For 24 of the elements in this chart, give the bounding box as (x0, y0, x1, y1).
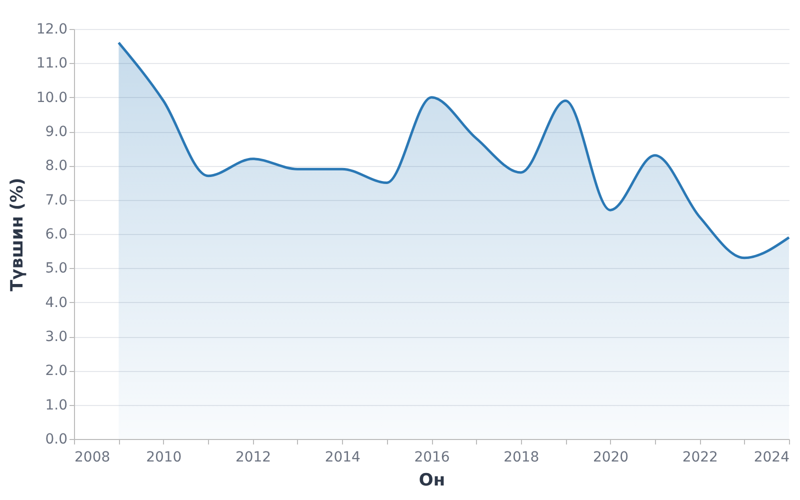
y-tick-label: 4.0 (45, 294, 68, 311)
y-tick-label: 7.0 (45, 192, 68, 208)
x-tick-label: 2022 (682, 450, 718, 466)
y-tick-label: 9.0 (45, 124, 68, 140)
x-tick-label: 2010 (146, 450, 182, 466)
y-tick-label: 8.0 (45, 158, 68, 174)
y-tick-label: 12.0 (36, 22, 68, 38)
x-axis-title: Он (418, 470, 446, 490)
x-tick-label: 2016 (414, 450, 450, 466)
y-axis-title: Түвшин (%) (7, 178, 28, 292)
y-tick-label: 6.0 (45, 226, 68, 242)
y-tick-label: 10.0 (36, 90, 68, 106)
x-tick-label: 2012 (235, 450, 272, 466)
y-tick-label: 0.0 (45, 432, 68, 448)
x-tick-label: 2024 (754, 450, 790, 466)
y-tick-label: 5.0 (45, 260, 68, 277)
y-tick-label: 3.0 (45, 329, 68, 345)
y-tick-label: 2.0 (45, 363, 68, 380)
x-tick-label: 2008 (74, 450, 110, 466)
y-tick-label: 11.0 (36, 56, 68, 72)
y-tick-label: 1.0 (45, 397, 68, 414)
x-tick-label: 2014 (324, 450, 361, 466)
x-tick-label: 2018 (504, 450, 540, 466)
x-tick-label: 2020 (592, 450, 629, 466)
